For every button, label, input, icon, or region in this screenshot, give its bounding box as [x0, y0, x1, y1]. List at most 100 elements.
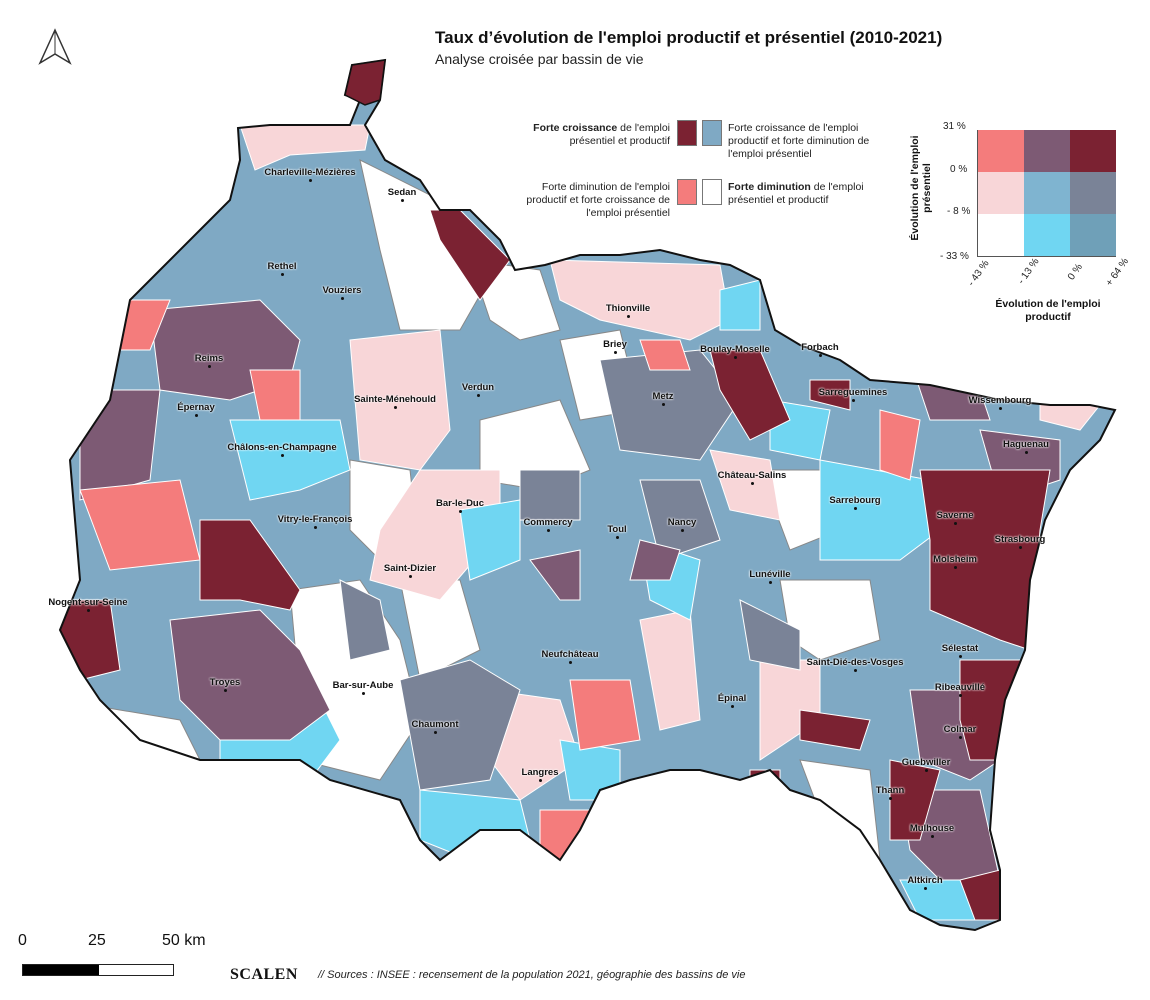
city-dot [959, 655, 962, 658]
basin-salmon [879, 409, 921, 481]
scale-tick-0: 0 [18, 932, 27, 949]
legend-text-productive-growth: Forte croissance de l'emploi productif e… [728, 122, 870, 160]
city-dot [208, 365, 211, 368]
legend-text-high-high: Forte croissance de l'emploi présentiel … [533, 122, 670, 147]
legend-swatch-low-low [702, 179, 722, 205]
city-label: Sélestat [941, 642, 979, 654]
city-dot [819, 354, 822, 357]
city-dot [854, 669, 857, 672]
city-label: Thionville [605, 302, 651, 314]
city-label: Rethel [267, 260, 297, 272]
city-dot [281, 273, 284, 276]
city-label: Guebwiller [901, 756, 951, 768]
city-dot [769, 581, 772, 584]
basin-maroon [199, 519, 301, 611]
city-dot [459, 510, 462, 513]
basin-maroon [709, 349, 791, 441]
bivariate-cell [1024, 214, 1070, 256]
basin-cyan [719, 279, 761, 331]
basin-white [799, 759, 881, 861]
source-note: // Sources : INSEE : recensement de la p… [318, 969, 746, 981]
city-dot [627, 315, 630, 318]
city-dot [662, 403, 665, 406]
legend-swatch-productive-growth [702, 120, 722, 146]
city-label: Bar-sur-Aube [332, 679, 394, 691]
basin-slate [639, 479, 721, 561]
city-label: Commercy [523, 516, 573, 528]
basin-maroon [749, 769, 781, 791]
basin-cyan [229, 419, 351, 501]
city-dot [959, 736, 962, 739]
basin-cyan [819, 459, 941, 561]
city-label: Château-Salins [717, 469, 787, 481]
city-dot [614, 351, 617, 354]
city-dot [954, 522, 957, 525]
legend-swatch-high-high [677, 120, 697, 146]
basin-slate [739, 599, 801, 671]
scale-tick-50: 50 km [162, 932, 206, 949]
city-dot [224, 689, 227, 692]
city-label: Épernay [177, 401, 215, 413]
basin-purple [629, 539, 681, 581]
city-label: Langres [521, 766, 559, 778]
city-label: Vouziers [322, 284, 362, 296]
scale-bar [22, 964, 174, 976]
city-label: Boulay-Moselle [700, 343, 770, 355]
city-dot [341, 297, 344, 300]
city-label: Thann [875, 784, 905, 796]
y-tick: - 8 % [947, 206, 971, 217]
bivariate-cell [1024, 172, 1070, 214]
bivariate-cell [978, 172, 1024, 214]
city-label: Wissembourg [968, 394, 1032, 406]
bivariate-legend-grid [977, 130, 1116, 257]
city-dot [434, 731, 437, 734]
city-label: Sedan [387, 186, 417, 198]
basin-pink [709, 449, 781, 521]
city-dot [314, 526, 317, 529]
y-tick: 31 % [943, 121, 966, 132]
city-label: Épinal [717, 692, 747, 704]
city-label: Molsheim [933, 553, 977, 565]
city-label: Nancy [667, 516, 697, 528]
city-dot [409, 575, 412, 578]
city-dot [309, 179, 312, 182]
city-dot [281, 454, 284, 457]
legend-text-presential-growth: Forte diminution de l'emploi productif e… [526, 181, 670, 219]
city-dot [999, 407, 1002, 410]
basin-cyan [559, 739, 621, 801]
city-dot [394, 406, 397, 409]
city-label: Sainte-Ménehould [354, 393, 436, 405]
basin-slate [339, 579, 391, 661]
basin-pink [639, 609, 701, 731]
city-dot [924, 887, 927, 890]
basin-maroon [919, 469, 1051, 651]
city-label: Saint-Dizier [383, 562, 437, 574]
city-dot [1019, 546, 1022, 549]
bivariate-cell [1070, 130, 1116, 172]
city-label: Charleville-Mézières [264, 166, 356, 178]
city-label: Sarreguemines [818, 386, 888, 398]
city-dot [959, 694, 962, 697]
city-dot [931, 835, 934, 838]
city-dot [616, 536, 619, 539]
city-label: Altkirch [907, 874, 943, 886]
city-label: Sarrebourg [829, 494, 881, 506]
basin-purple [169, 609, 331, 741]
city-dot [569, 661, 572, 664]
basin-slate [519, 469, 581, 521]
legend-text-low-low: Forte diminution de l'emploi présentiel … [728, 181, 864, 206]
city-dot [1025, 451, 1028, 454]
city-dot [547, 529, 550, 532]
city-dot [925, 769, 928, 772]
city-dot [477, 394, 480, 397]
city-dot [195, 414, 198, 417]
y-tick: - 33 % [940, 251, 969, 262]
city-label: Colmar [943, 723, 977, 735]
city-label: Châlons-en-Champagne [227, 441, 337, 453]
city-label: Lunéville [749, 568, 791, 580]
city-label: Chaumont [411, 718, 459, 730]
city-label: Saint-Dié-des-Vosges [806, 656, 904, 668]
basin-purple [529, 549, 581, 601]
basin-pink [369, 469, 501, 601]
city-dot [731, 705, 734, 708]
